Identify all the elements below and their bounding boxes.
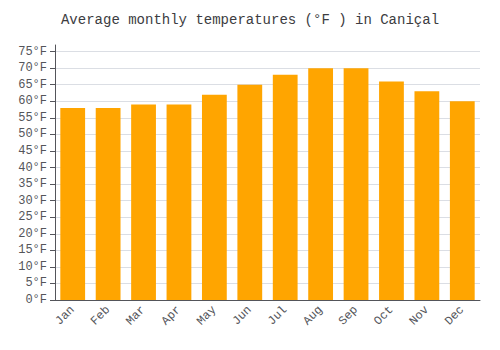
svg-text:Aug: Aug: [300, 303, 325, 328]
svg-text:70°F: 70°F: [18, 61, 47, 75]
svg-text:Sep: Sep: [336, 303, 361, 328]
svg-text:65°F: 65°F: [18, 78, 47, 92]
svg-text:10°F: 10°F: [18, 260, 47, 274]
svg-text:0°F: 0°F: [25, 293, 47, 307]
svg-text:Mar: Mar: [123, 303, 148, 328]
svg-text:35°F: 35°F: [18, 177, 47, 191]
svg-text:Nov: Nov: [407, 303, 432, 328]
svg-text:15°F: 15°F: [18, 243, 47, 257]
svg-text:5°F: 5°F: [25, 276, 47, 290]
svg-text:30°F: 30°F: [18, 194, 47, 208]
svg-text:Jul: Jul: [265, 303, 290, 328]
svg-text:60°F: 60°F: [18, 94, 47, 108]
svg-text:55°F: 55°F: [18, 111, 47, 125]
svg-text:50°F: 50°F: [18, 127, 47, 141]
svg-text:25°F: 25°F: [18, 210, 47, 224]
svg-text:40°F: 40°F: [18, 161, 47, 175]
svg-text:Oct: Oct: [371, 303, 396, 328]
svg-text:May: May: [194, 303, 219, 328]
svg-text:Average monthly temperatures (: Average monthly temperatures (°F ) in Ca…: [61, 12, 439, 28]
svg-text:Feb: Feb: [88, 303, 113, 328]
svg-text:Apr: Apr: [159, 303, 184, 328]
svg-text:75°F: 75°F: [18, 45, 47, 59]
svg-text:Jun: Jun: [230, 303, 255, 328]
svg-text:Dec: Dec: [442, 303, 467, 328]
svg-text:20°F: 20°F: [18, 227, 47, 241]
svg-text:45°F: 45°F: [18, 144, 47, 158]
svg-text:Jan: Jan: [53, 303, 78, 328]
